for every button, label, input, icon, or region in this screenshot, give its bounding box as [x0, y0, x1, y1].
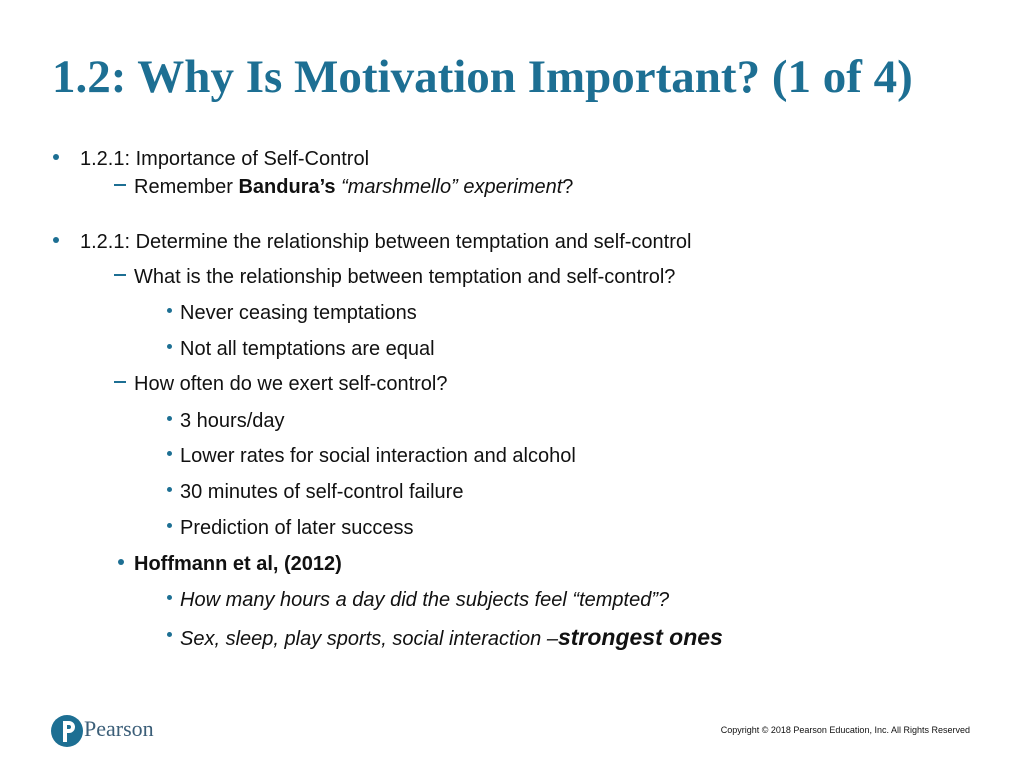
- text-run: 1.2.1: Importance of Self-Control: [80, 148, 370, 170]
- list-item: How many hours a day did the subjects fe…: [180, 588, 669, 612]
- list-item: Sex, sleep, play sports, social interact…: [180, 624, 723, 650]
- dash-marker: [114, 184, 126, 186]
- pearson-logo-text: Pearson: [84, 716, 154, 741]
- list-item: How often do we exert self-control?: [134, 372, 448, 396]
- bullet-marker: [167, 595, 172, 600]
- bullet-marker: [167, 487, 172, 492]
- bullet-marker: [53, 154, 59, 160]
- bullet-marker: [118, 559, 124, 565]
- bullet-marker: [167, 308, 172, 313]
- bullet-marker: [167, 416, 172, 421]
- list-item: 1.2.1: Determine the relationship betwee…: [80, 230, 691, 254]
- text-run: strongest ones: [557, 624, 723, 650]
- text-run: Not all temptations are equal: [180, 338, 435, 360]
- bullet-marker: [53, 237, 59, 243]
- text-run: “marshmello” experiment: [335, 176, 563, 198]
- dash-marker: [114, 381, 126, 383]
- text-run: Sex, sleep, play sports, social interact…: [180, 628, 558, 650]
- bullet-marker: [167, 344, 172, 349]
- list-item: Lower rates for social interaction and a…: [180, 444, 576, 468]
- list-item: Remember Bandura’s “marshmello” experime…: [134, 175, 573, 199]
- list-item: 30 minutes of self-control failure: [180, 480, 463, 504]
- text-run: Lower rates for social interaction and a…: [180, 445, 576, 467]
- list-item: Hoffmann et al, (2012): [134, 552, 342, 576]
- text-run: 1.2.1: Determine the relationship betwee…: [80, 231, 692, 253]
- text-run: Remember: [134, 176, 239, 198]
- bullet-marker: [167, 451, 172, 456]
- text-run: What is the relationship between temptat…: [134, 266, 676, 288]
- text-run: Bandura’s: [238, 176, 336, 198]
- list-item: Never ceasing temptations: [180, 301, 417, 325]
- copyright: Copyright © 2018 Pearson Education, Inc.…: [720, 725, 970, 735]
- text-run: Prediction of later success: [180, 517, 414, 539]
- list-item: Prediction of later success: [180, 516, 413, 540]
- dash-marker: [114, 274, 126, 276]
- list-item: 1.2.1: Importance of Self-Control: [80, 147, 369, 171]
- text-run: Hoffmann et al, (2012): [134, 553, 342, 575]
- text-run: 30 minutes of self-control failure: [180, 481, 464, 503]
- pearson-logo-icon: [51, 715, 83, 747]
- text-run: How many hours a day did the subjects fe…: [180, 589, 670, 611]
- text-run: ?: [562, 176, 574, 198]
- bullet-marker: [167, 632, 172, 637]
- text-run: 3 hours/day: [180, 410, 285, 432]
- list-item: 3 hours/day: [180, 409, 285, 433]
- list-item: Not all temptations are equal: [180, 337, 435, 361]
- slide-title: 1.2: Why Is Motivation Important? (1 of …: [52, 51, 913, 103]
- bullet-marker: [167, 523, 172, 528]
- text-run: How often do we exert self-control?: [134, 373, 448, 395]
- text-run: Never ceasing temptations: [180, 302, 417, 324]
- list-item: What is the relationship between temptat…: [134, 265, 675, 289]
